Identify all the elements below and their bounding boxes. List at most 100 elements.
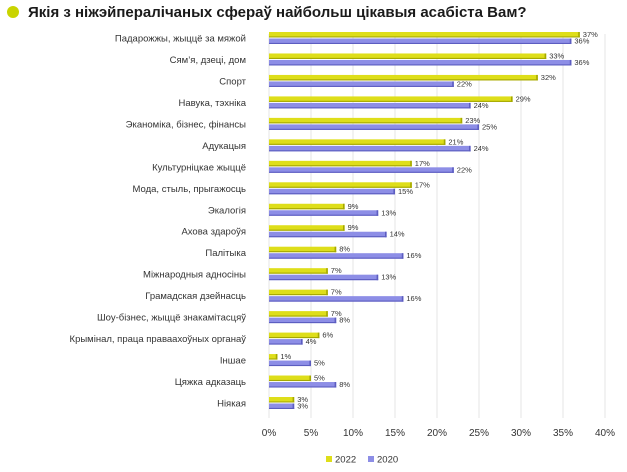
data-label-2022: 17% <box>415 159 430 168</box>
category-label: Цяжка адказаць <box>175 377 246 388</box>
x-tick-label: 15% <box>385 428 405 439</box>
bar-2020 <box>269 124 479 130</box>
data-label-2020: 14% <box>390 230 405 239</box>
category-label: Спорт <box>219 76 246 87</box>
bar-edge-2020 <box>477 124 479 130</box>
bar-2022 <box>269 375 311 382</box>
bar-edge-2022 <box>334 246 337 253</box>
bar-edge-2022 <box>578 32 580 38</box>
data-label-2022: 3% <box>297 395 308 404</box>
category-label: Шоу-бізнес, жыццё знакамітасцяў <box>97 313 246 324</box>
bar-shadow-2020 <box>269 386 337 388</box>
x-axis-ticks: 0% 5% 10% 15% 20% 25% 30% 35% 40% <box>262 428 615 439</box>
bar-shadow-2020 <box>269 193 395 195</box>
bar-2020 <box>269 274 379 281</box>
data-label-2020: 24% <box>474 144 489 153</box>
bar-edge-2022 <box>544 53 547 59</box>
category-label: Экалогія <box>208 205 246 216</box>
bar-2020 <box>269 210 379 216</box>
data-label-2022: 32% <box>541 73 556 82</box>
bar-2020 <box>269 102 471 109</box>
bar-shadow-2020 <box>269 42 572 44</box>
bar-shadow-2020 <box>269 343 303 345</box>
bar-shadow-2022 <box>269 36 580 38</box>
category-label: Крымінал, праца праваахоўных органаў <box>70 334 247 345</box>
bar-shadow-2022 <box>269 251 337 253</box>
bar-edge-2020 <box>393 188 395 195</box>
bar-edge-2022 <box>275 354 278 360</box>
category-label: Адукацыя <box>202 141 246 152</box>
bar-2020 <box>269 188 395 195</box>
legend-swatch-2022 <box>326 456 332 462</box>
bar-2022 <box>269 225 345 231</box>
bar-shadow-2020 <box>269 214 379 216</box>
legend-label-2020: 2020 <box>377 455 398 466</box>
bar-edge-2020 <box>334 317 337 324</box>
category-labels: Падарожжы, жыццё за мяжой Сям’я, дзеці, д… <box>70 34 247 410</box>
category-label: Навука, тэхніка <box>178 98 246 109</box>
bar-edge-2022 <box>443 139 446 145</box>
legend-swatch-2020 <box>368 456 374 462</box>
bar-edge-2022 <box>410 160 412 167</box>
bar-edge-2022 <box>309 375 311 382</box>
bar-shadow-2020 <box>269 85 454 87</box>
bar-shadow-2022 <box>269 208 345 210</box>
bar-shadow-2022 <box>269 336 320 339</box>
bar-edge-2020 <box>569 59 572 66</box>
bar-shadow-2022 <box>269 401 295 403</box>
x-tick-label: 20% <box>427 428 447 439</box>
data-label-2020: 22% <box>457 165 472 174</box>
bar-edge-2020 <box>376 274 379 281</box>
bar-shadow-2022 <box>269 294 328 296</box>
data-label-2020: 22% <box>457 79 472 88</box>
bar-2022 <box>269 32 580 38</box>
bar-2022 <box>269 332 320 339</box>
bar-shadow-2020 <box>269 107 471 109</box>
category-label: Культурніцкае жыццё <box>152 162 246 173</box>
data-label-2022: 33% <box>549 51 564 60</box>
bar-2020 <box>269 317 337 324</box>
data-label-2020: 36% <box>574 58 589 67</box>
data-label-2022: 6% <box>322 331 333 340</box>
x-tick-label: 25% <box>469 428 489 439</box>
bar-shadow-2022 <box>269 272 328 274</box>
category-label: Іншае <box>220 356 246 367</box>
bar-shadow-2020 <box>269 322 337 324</box>
bar-shadow-2020 <box>269 279 379 281</box>
data-label-2020: 36% <box>574 37 589 46</box>
bar-2020 <box>269 38 572 44</box>
bar-edge-2020 <box>452 81 454 87</box>
bar-edge-2022 <box>326 311 328 317</box>
bar-shadow-2020 <box>269 407 295 409</box>
bar-edge-2022 <box>343 203 345 210</box>
bar-2022 <box>269 74 538 81</box>
bar-2020 <box>269 403 295 409</box>
bar-2020 <box>269 360 311 367</box>
title-bullet-icon <box>7 6 19 18</box>
x-tick-label: 35% <box>553 428 573 439</box>
data-label-2022: 9% <box>348 202 359 211</box>
bar-2022 <box>269 182 412 188</box>
data-label-2020: 16% <box>406 251 421 260</box>
bar-shadow-2020 <box>269 171 454 173</box>
bar-2020 <box>269 81 454 87</box>
bar-edge-2022 <box>326 268 328 274</box>
bar-edge-2020 <box>334 382 337 388</box>
data-label-2022: 17% <box>415 180 430 189</box>
category-label: Сям’я, дзеці, дом <box>170 55 246 66</box>
category-label: Міжнародныя адносіны <box>143 270 246 281</box>
bar-edge-2020 <box>301 339 303 345</box>
data-label-2022: 23% <box>465 116 480 125</box>
bar-edge-2022 <box>536 74 538 81</box>
bar-shadow-2022 <box>269 100 513 102</box>
bar-2022 <box>269 203 345 210</box>
bar-edge-2020 <box>292 403 295 409</box>
data-label-2020: 13% <box>381 208 396 217</box>
bar-2022 <box>269 289 328 296</box>
bar-2020 <box>269 59 572 66</box>
x-tick-label: 30% <box>511 428 531 439</box>
bar-shadow-2022 <box>269 57 547 59</box>
bar-edge-2022 <box>326 289 328 296</box>
bar-shadow-2022 <box>269 358 278 360</box>
bar-2022 <box>269 354 278 360</box>
